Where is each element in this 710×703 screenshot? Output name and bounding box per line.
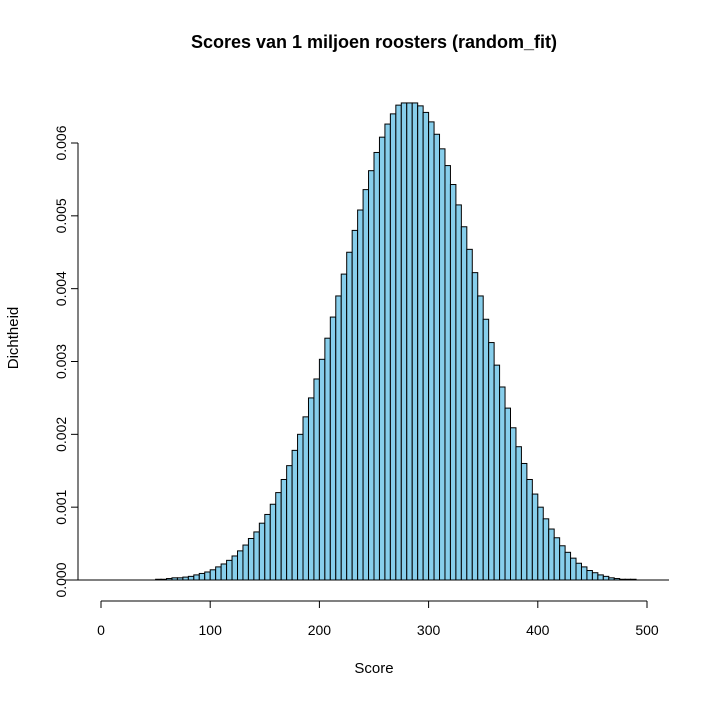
histogram-bar (264, 513, 271, 581)
histogram-bar (373, 151, 380, 581)
histogram-bar (346, 251, 353, 581)
histogram-bar (591, 572, 599, 581)
histogram-bar (460, 226, 468, 581)
histogram-bar (329, 316, 337, 581)
histogram-bar (231, 555, 238, 581)
histogram-bar (499, 386, 506, 581)
histogram-bar (597, 574, 604, 581)
x-tick-label: 300 (417, 622, 441, 638)
histogram-bar (510, 427, 517, 581)
histogram-bar (280, 478, 288, 581)
histogram-bar (411, 102, 419, 581)
histogram-bar (193, 574, 200, 581)
histogram-bar (253, 531, 260, 581)
histogram-bar (580, 566, 588, 581)
histogram-bar (378, 136, 386, 581)
histogram-bar (575, 562, 582, 581)
histogram-bar (488, 342, 495, 581)
histogram-bar (553, 537, 561, 581)
y-tick-label: 0.000 (53, 562, 69, 597)
histogram-bar (215, 566, 222, 581)
histogram-bar (439, 148, 446, 581)
histogram-bar (406, 102, 413, 581)
histogram-bar (209, 569, 217, 581)
histogram-bar (422, 111, 430, 581)
histogram-bar (226, 559, 233, 581)
histogram-bar (537, 506, 544, 581)
histogram-bar (548, 528, 555, 581)
histogram-bar (531, 493, 539, 581)
histogram-bar (455, 204, 462, 581)
histogram-bar (187, 575, 195, 581)
histogram-bar (400, 102, 408, 581)
chart-title: Scores van 1 miljoen roosters (random_fi… (191, 32, 557, 52)
histogram-bar (220, 563, 228, 581)
histogram-bar (471, 272, 479, 581)
histogram-bar (384, 123, 391, 581)
histogram-bar (564, 551, 572, 581)
histogram-bar (466, 248, 473, 581)
histogram-bar (395, 104, 402, 581)
histogram-bar (526, 478, 533, 581)
y-tick-label: 0.001 (53, 489, 69, 524)
histogram-bar (258, 522, 266, 581)
histogram-bar (237, 550, 244, 581)
histogram-bar (335, 295, 342, 581)
histogram-bar (204, 571, 211, 581)
histogram-bar (302, 416, 309, 581)
y-axis-ticks: 0.000 0.001 0.002 0.003 0.004 0.005 0.006 (53, 125, 78, 598)
y-axis-title: Dichtheid (5, 307, 22, 370)
x-tick-label: 400 (526, 622, 550, 638)
histogram-bar (269, 503, 277, 581)
x-tick-label: 0 (97, 622, 105, 638)
histogram-bar (433, 133, 441, 581)
histogram-bar (340, 273, 348, 581)
histogram-bar (307, 397, 315, 581)
histogram-bar (520, 462, 528, 581)
y-tick-label: 0.003 (53, 344, 69, 379)
histogram-bar (357, 209, 364, 581)
histogram-bar (368, 170, 375, 581)
histogram-bar (286, 465, 293, 581)
histogram-bar (324, 337, 331, 581)
histogram-bar (275, 492, 282, 581)
x-tick-label: 100 (199, 622, 223, 638)
x-axis-ticks: 0 100 200 300 400 500 (97, 601, 659, 638)
histogram-bar (515, 446, 522, 581)
histogram-bar (477, 295, 484, 581)
histogram-bar (449, 184, 457, 581)
histogram-bar (389, 113, 397, 581)
x-axis-title: Score (354, 660, 393, 677)
y-tick-label: 0.002 (53, 417, 69, 452)
histogram-bar (291, 449, 299, 581)
histogram-bar (198, 572, 206, 581)
histogram-bars (155, 102, 637, 581)
histogram-bar (417, 105, 424, 581)
histogram-bar (351, 229, 359, 581)
histogram-bar (542, 518, 550, 581)
histogram-bar (586, 570, 593, 581)
histogram-bar (504, 407, 512, 581)
histogram-bar (482, 318, 490, 581)
histogram-bar (242, 544, 249, 581)
histogram-bar (313, 378, 320, 581)
histogram-bar (318, 358, 326, 581)
histogram-bar (602, 575, 610, 581)
y-tick-label: 0.004 (53, 271, 69, 306)
x-tick-label: 200 (308, 622, 332, 638)
histogram-bar (493, 364, 501, 581)
y-tick-label: 0.006 (53, 125, 69, 160)
y-tick-label: 0.005 (53, 198, 69, 233)
histogram-bar (559, 545, 566, 581)
histogram-bar (297, 433, 304, 581)
histogram-bar (428, 121, 435, 581)
x-tick-label: 500 (635, 622, 659, 638)
histogram-bar (247, 537, 255, 581)
histogram-bar (570, 557, 577, 581)
histogram-bar (362, 189, 370, 581)
histogram-bar (444, 165, 451, 581)
